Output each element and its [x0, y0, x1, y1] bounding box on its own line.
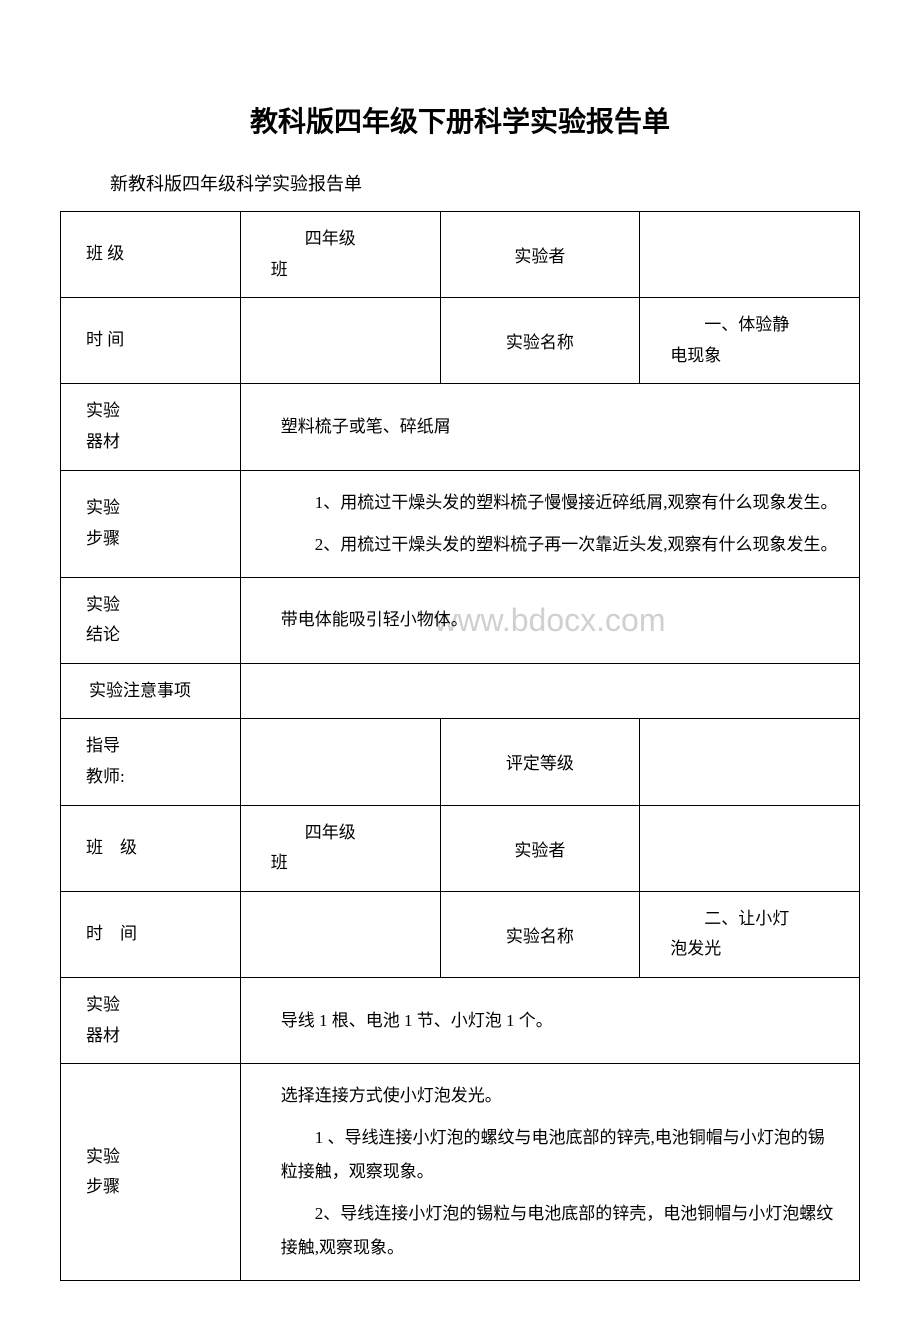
time-value — [240, 298, 440, 384]
table-row: 实验 器材 塑料梳子或笔、碎纸屑 — [61, 384, 860, 470]
conclusion-label: 实验 结论 — [61, 577, 241, 663]
experimenter-value — [640, 805, 860, 891]
table-row: 指导 教师: 评定等级 — [61, 719, 860, 805]
table-row: 实验 步骤 选择连接方式使小灯泡发光。 1 、导线连接小灯泡的螺纹与电池底部的锌… — [61, 1064, 860, 1281]
steps-label: 实验 步骤 — [61, 470, 241, 577]
steps-label: 实验 步骤 — [61, 1064, 241, 1281]
document-title: 教科版四年级下册科学实验报告单 — [60, 100, 860, 140]
table-row: 时 间 实验名称 二、让小灯 泡发光 — [61, 891, 860, 977]
document-subtitle: 新教科版四年级科学实验报告单 — [60, 170, 860, 196]
exp-name-value: 一、体验静 电现象 — [640, 298, 860, 384]
exp-name-label: 实验名称 — [440, 298, 640, 384]
table-row: 实验 结论 www.bdocx.com 带电体能吸引轻小物体。 — [61, 577, 860, 663]
experimenter-label: 实验者 — [440, 805, 640, 891]
class-label: 班 级 — [61, 805, 241, 891]
equipment-value: 导线 1 根、电池 1 节、小灯泡 1 个。 — [240, 977, 859, 1063]
exp-name-label: 实验名称 — [440, 891, 640, 977]
time-label: 时 间 — [61, 891, 241, 977]
rating-value — [640, 719, 860, 805]
experimenter-value — [640, 212, 860, 298]
table-row: 实验 器材 导线 1 根、电池 1 节、小灯泡 1 个。 — [61, 977, 860, 1063]
teacher-value — [240, 719, 440, 805]
teacher-label: 指导 教师: — [61, 719, 241, 805]
equipment-label: 实验 器材 — [61, 977, 241, 1063]
time-label: 时 间 — [61, 298, 241, 384]
equipment-value: 塑料梳子或笔、碎纸屑 — [240, 384, 859, 470]
table-row: 班 级 四年级 班 实验者 — [61, 212, 860, 298]
table-row: 班 级 四年级 班 实验者 — [61, 805, 860, 891]
experiment-report-table: 班 级 四年级 班 实验者 时 间 实验名称 一、体验静 电现象 实验 器材 塑… — [60, 211, 860, 1281]
time-value — [240, 891, 440, 977]
steps-value: 选择连接方式使小灯泡发光。 1 、导线连接小灯泡的螺纹与电池底部的锌壳,电池铜帽… — [240, 1064, 859, 1281]
conclusion-value: www.bdocx.com 带电体能吸引轻小物体。 — [240, 577, 859, 663]
table-row: 实验 步骤 1、用梳过干燥头发的塑料梳子慢慢接近碎纸屑,观察有什么现象发生。 2… — [61, 470, 860, 577]
rating-label: 评定等级 — [440, 719, 640, 805]
table-row: 实验注意事项 — [61, 663, 860, 719]
steps-value: 1、用梳过干燥头发的塑料梳子慢慢接近碎纸屑,观察有什么现象发生。 2、用梳过干燥… — [240, 470, 859, 577]
class-value: 四年级 班 — [240, 805, 440, 891]
class-label: 班 级 — [61, 212, 241, 298]
experimenter-label: 实验者 — [440, 212, 640, 298]
equipment-label: 实验 器材 — [61, 384, 241, 470]
class-value: 四年级 班 — [240, 212, 440, 298]
notes-label: 实验注意事项 — [61, 663, 241, 719]
exp-name-value: 二、让小灯 泡发光 — [640, 891, 860, 977]
notes-value — [240, 663, 859, 719]
table-row: 时 间 实验名称 一、体验静 电现象 — [61, 298, 860, 384]
